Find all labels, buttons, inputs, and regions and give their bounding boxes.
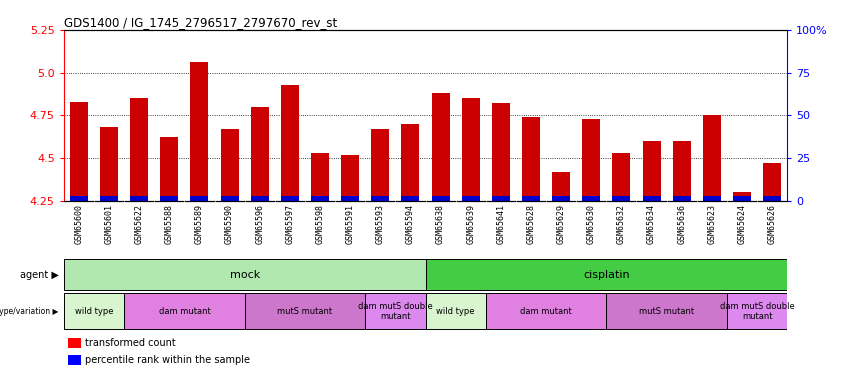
Bar: [68, 356, 81, 365]
Bar: [160, 138, 179, 201]
Bar: [64, 293, 124, 329]
Text: GSM65629: GSM65629: [557, 204, 566, 243]
Bar: [492, 196, 510, 201]
Text: wild type: wild type: [437, 307, 475, 316]
Text: GSM65594: GSM65594: [406, 204, 415, 243]
Bar: [160, 196, 179, 201]
Bar: [311, 196, 329, 201]
Bar: [191, 62, 208, 201]
Text: mutS mutant: mutS mutant: [639, 307, 694, 316]
Bar: [245, 293, 365, 329]
Text: cisplatin: cisplatin: [583, 270, 630, 280]
Text: mutS mutant: mutS mutant: [277, 307, 333, 316]
Bar: [552, 196, 570, 201]
Bar: [672, 141, 691, 201]
Text: agent ▶: agent ▶: [20, 270, 59, 280]
Bar: [607, 293, 727, 329]
Bar: [311, 153, 329, 201]
Text: genotype/variation ▶: genotype/variation ▶: [0, 307, 59, 316]
Text: GDS1400 / IG_1745_2796517_2797670_rev_st: GDS1400 / IG_1745_2796517_2797670_rev_st: [64, 16, 337, 29]
Bar: [426, 260, 787, 290]
Bar: [100, 196, 118, 201]
Text: transformed count: transformed count: [85, 338, 176, 348]
Text: GSM65634: GSM65634: [647, 204, 656, 243]
Text: GSM65598: GSM65598: [316, 204, 324, 243]
Bar: [341, 196, 359, 201]
Text: dam mutS double
mutant: dam mutS double mutant: [358, 302, 433, 321]
Bar: [763, 163, 781, 201]
Bar: [613, 153, 631, 201]
Text: GSM65641: GSM65641: [496, 204, 505, 243]
Text: GSM65636: GSM65636: [677, 204, 686, 243]
Bar: [431, 93, 449, 201]
Text: GSM65588: GSM65588: [165, 204, 174, 243]
Bar: [371, 129, 389, 201]
Text: GSM65622: GSM65622: [134, 204, 144, 243]
Text: dam mutS double
mutant: dam mutS double mutant: [720, 302, 795, 321]
Bar: [130, 196, 148, 201]
Bar: [522, 196, 540, 201]
Bar: [461, 98, 480, 201]
Bar: [431, 196, 449, 201]
Bar: [426, 293, 486, 329]
Bar: [124, 293, 245, 329]
Text: percentile rank within the sample: percentile rank within the sample: [85, 355, 250, 365]
Bar: [251, 196, 269, 201]
Bar: [492, 104, 510, 201]
Text: dam mutant: dam mutant: [520, 307, 572, 316]
Text: GSM65600: GSM65600: [74, 204, 83, 243]
Text: wild type: wild type: [75, 307, 113, 316]
Bar: [365, 293, 426, 329]
Text: GSM65593: GSM65593: [376, 204, 385, 243]
Bar: [220, 196, 238, 201]
Bar: [643, 196, 660, 201]
Text: GSM65596: GSM65596: [255, 204, 264, 243]
Bar: [191, 196, 208, 201]
Bar: [70, 196, 88, 201]
Bar: [251, 107, 269, 201]
Bar: [341, 154, 359, 201]
Bar: [64, 260, 426, 290]
Bar: [703, 196, 721, 201]
Text: GSM65597: GSM65597: [285, 204, 294, 243]
Bar: [522, 117, 540, 201]
Bar: [582, 119, 600, 201]
Bar: [281, 85, 299, 201]
Text: GSM65630: GSM65630: [587, 204, 596, 243]
Bar: [402, 196, 420, 201]
Bar: [733, 192, 751, 201]
Bar: [763, 196, 781, 201]
Bar: [281, 196, 299, 201]
Bar: [130, 98, 148, 201]
Text: dam mutant: dam mutant: [158, 307, 210, 316]
Bar: [461, 196, 480, 201]
Bar: [70, 102, 88, 201]
Bar: [727, 293, 787, 329]
Bar: [402, 124, 420, 201]
Bar: [100, 127, 118, 201]
Bar: [486, 293, 607, 329]
Text: GSM65624: GSM65624: [738, 204, 746, 243]
Text: GSM65589: GSM65589: [195, 204, 204, 243]
Bar: [703, 116, 721, 201]
Text: GSM65632: GSM65632: [617, 204, 625, 243]
Text: GSM65639: GSM65639: [466, 204, 475, 243]
Text: GSM65623: GSM65623: [707, 204, 717, 243]
Bar: [371, 196, 389, 201]
Text: GSM65591: GSM65591: [346, 204, 355, 243]
Bar: [68, 339, 81, 348]
Bar: [552, 172, 570, 201]
Bar: [582, 196, 600, 201]
Text: GSM65638: GSM65638: [436, 204, 445, 243]
Bar: [220, 129, 238, 201]
Text: GSM65626: GSM65626: [768, 204, 777, 243]
Bar: [643, 141, 660, 201]
Text: GSM65628: GSM65628: [527, 204, 535, 243]
Text: mock: mock: [230, 270, 260, 280]
Bar: [672, 196, 691, 201]
Bar: [613, 196, 631, 201]
Text: GSM65601: GSM65601: [105, 204, 113, 243]
Text: GSM65590: GSM65590: [226, 204, 234, 243]
Bar: [733, 196, 751, 201]
